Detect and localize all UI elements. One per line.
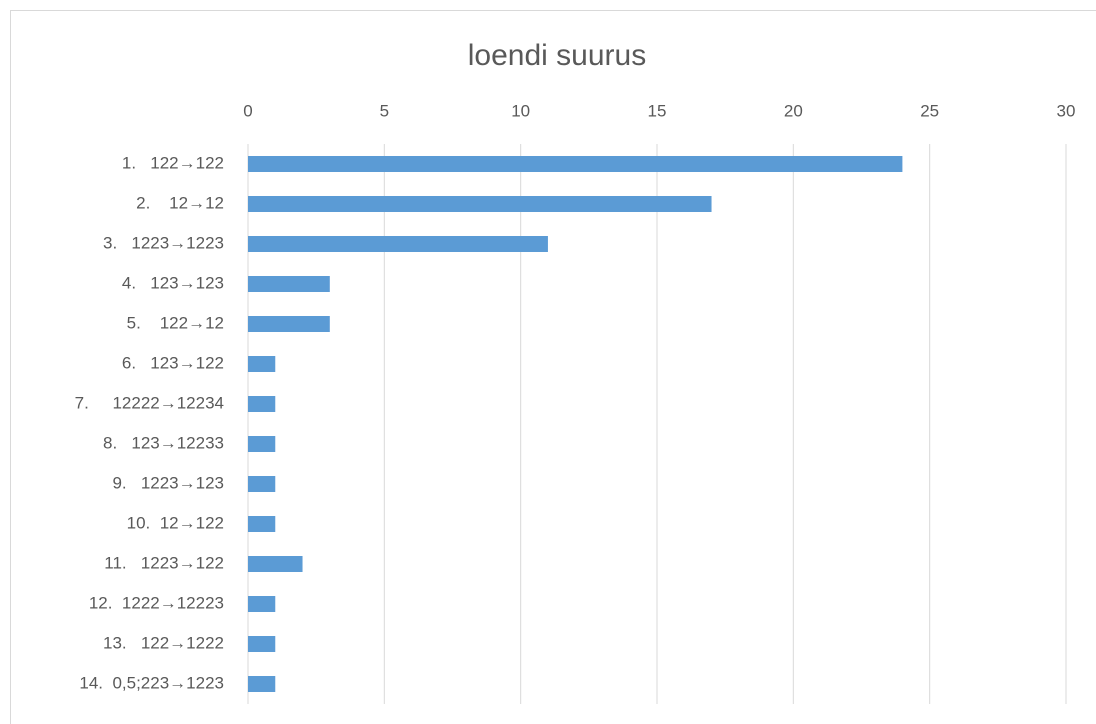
chart-title: loendi suurus bbox=[468, 39, 646, 72]
bar bbox=[248, 556, 303, 572]
y-tick-label: 11. 1223→122 bbox=[104, 553, 224, 572]
bar bbox=[248, 316, 330, 332]
bar bbox=[248, 356, 276, 372]
y-tick-label: 7. 12222→12234 bbox=[75, 393, 224, 412]
x-tick-label: 0 bbox=[243, 101, 252, 120]
bar bbox=[248, 636, 276, 652]
bar bbox=[248, 516, 276, 532]
bar bbox=[248, 436, 276, 452]
y-tick-label: 6. 123→122 bbox=[122, 353, 224, 372]
y-tick-label: 1. 122→122 bbox=[122, 153, 224, 172]
bar bbox=[248, 476, 276, 492]
x-tick-label: 25 bbox=[920, 101, 939, 120]
bar bbox=[248, 236, 548, 252]
bar bbox=[248, 596, 276, 612]
y-tick-label: 14. 0,5;223→1223 bbox=[79, 673, 224, 692]
y-tick-label: 2. 12→12 bbox=[136, 193, 224, 212]
chart-border bbox=[10, 10, 1096, 724]
y-tick-label: 12. 1222→12223 bbox=[89, 593, 224, 612]
x-tick-label: 30 bbox=[1057, 101, 1076, 120]
y-tick-label: 4. 123→123 bbox=[122, 273, 224, 292]
y-tick-label: 9. 1223→123 bbox=[112, 473, 224, 492]
x-tick-label: 10 bbox=[511, 101, 530, 120]
bar bbox=[248, 196, 712, 212]
y-tick-label: 10. 12→122 bbox=[127, 513, 224, 532]
bar bbox=[248, 276, 330, 292]
x-tick-label: 5 bbox=[380, 101, 389, 120]
x-tick-label: 15 bbox=[648, 101, 667, 120]
x-tick-label: 20 bbox=[784, 101, 803, 120]
y-tick-label: 8. 123→12233 bbox=[103, 433, 224, 452]
bar bbox=[248, 676, 276, 692]
y-tick-label: 5. 122→12 bbox=[127, 313, 224, 332]
bar bbox=[248, 396, 276, 412]
y-tick-label: 13. 122→1222 bbox=[103, 633, 224, 652]
bar bbox=[248, 156, 903, 172]
y-tick-label: 3. 1223→1223 bbox=[103, 233, 224, 252]
